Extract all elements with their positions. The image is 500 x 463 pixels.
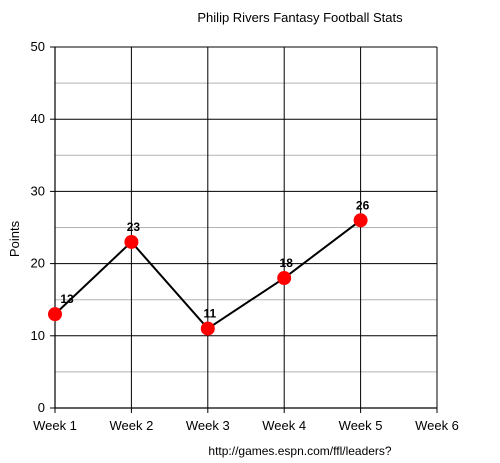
y-tick-label: 30 (31, 183, 45, 198)
data-labels: 13 23 11 18 26 (60, 198, 369, 320)
data-point (277, 271, 292, 286)
chart-axes (50, 46, 438, 413)
source-note: http://games.espn.com/ffl/leaders? (208, 444, 392, 458)
data-point (48, 307, 62, 322)
x-tick-label: Week 6 (415, 418, 459, 433)
data-points (48, 213, 368, 336)
chart-title: Philip Rivers Fantasy Football Stats (197, 10, 403, 25)
tick-labels: 0 10 20 30 40 50 Week 1 Week 2 Week 3 Week 4 Week … (31, 39, 459, 433)
data-label: 18 (280, 256, 294, 270)
data-label: 23 (127, 220, 141, 234)
y-tick-label: 20 (31, 256, 45, 271)
x-tick-label: Week 4 (262, 418, 306, 433)
y-tick-label: 40 (31, 111, 45, 126)
data-point (200, 321, 215, 336)
data-point (353, 213, 368, 228)
x-tick-label: Week 5 (339, 418, 383, 433)
y-tick-label: 50 (31, 39, 45, 54)
x-tick-label: Week 1 (33, 418, 77, 433)
data-label: 11 (203, 307, 216, 321)
data-label: 26 (356, 198, 370, 212)
y-tick-label: 0 (38, 400, 45, 415)
data-point (124, 234, 139, 249)
y-tick-label: 10 (31, 328, 45, 343)
x-tick-label: Week 3 (186, 418, 230, 433)
x-tick-label: Week 2 (109, 418, 153, 433)
y-axis-label: Points (7, 220, 22, 257)
chart-grid (55, 46, 438, 408)
data-label: 13 (60, 292, 74, 306)
